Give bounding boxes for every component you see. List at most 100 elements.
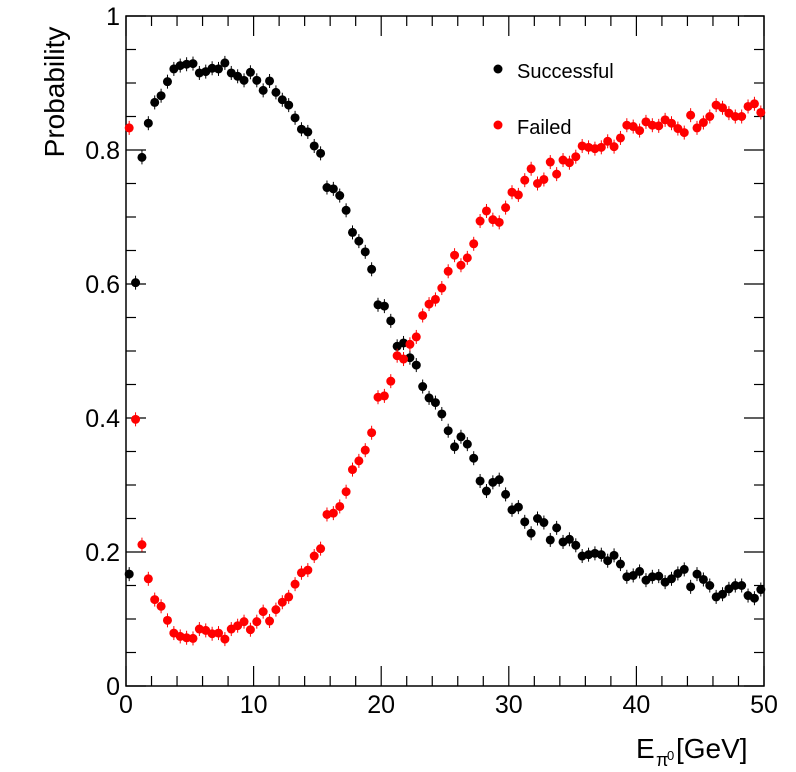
y-axis-title: Probability	[39, 27, 70, 158]
data-point	[303, 127, 313, 137]
x-tick-label: 50	[750, 691, 778, 719]
data-point	[290, 579, 300, 589]
data-point	[539, 518, 549, 528]
data-point	[552, 523, 562, 533]
data-point	[239, 617, 249, 627]
data-point	[284, 592, 294, 602]
data-point	[367, 264, 377, 274]
data-point	[437, 409, 447, 419]
data-point	[290, 113, 300, 123]
data-point	[162, 615, 172, 625]
y-tick-label: 0	[106, 673, 120, 701]
data-point	[124, 123, 134, 133]
data-point	[360, 247, 370, 257]
legend-marker-successful	[493, 64, 503, 74]
data-point	[265, 76, 275, 86]
data-point	[386, 376, 396, 386]
data-point	[150, 595, 160, 605]
legend-label-failed: Failed	[517, 117, 571, 139]
data-point	[162, 77, 172, 87]
data-point	[462, 439, 472, 449]
data-point	[424, 299, 434, 309]
data-point	[265, 616, 275, 626]
data-point	[379, 301, 389, 311]
data-point	[494, 475, 504, 485]
data-point	[437, 283, 447, 293]
data-point	[481, 486, 491, 496]
data-point	[284, 100, 294, 110]
data-point	[258, 85, 268, 95]
legend-label-successful: Successful	[517, 61, 614, 83]
data-point	[469, 453, 479, 463]
data-point	[520, 517, 530, 527]
y-tick-label: 0.4	[85, 405, 120, 433]
data-point	[131, 278, 141, 288]
data-point	[513, 502, 523, 512]
data-point	[316, 544, 326, 554]
data-point	[386, 316, 396, 326]
data-point	[430, 294, 440, 304]
data-point	[360, 445, 370, 455]
x-tick-label: 10	[240, 691, 268, 719]
data-point	[552, 169, 562, 179]
data-point	[705, 112, 715, 121]
data-point	[443, 426, 453, 436]
data-point	[654, 121, 664, 131]
x-tick-label: 40	[622, 691, 650, 719]
data-point	[596, 550, 606, 560]
data-point	[698, 118, 708, 128]
data-point	[245, 625, 255, 635]
data-point	[571, 540, 581, 550]
data-point	[271, 87, 281, 97]
data-point	[277, 95, 287, 105]
data-point	[335, 501, 345, 511]
y-tick-label: 0.8	[85, 137, 120, 165]
data-point	[475, 216, 485, 226]
data-point	[220, 634, 230, 644]
data-point	[399, 354, 409, 364]
data-point	[354, 236, 364, 246]
data-point	[379, 391, 389, 401]
data-point	[150, 97, 160, 107]
data-point	[424, 393, 434, 403]
data-point	[456, 260, 466, 270]
x-tick-label: 0	[119, 691, 133, 719]
data-point	[564, 534, 574, 544]
data-point	[220, 58, 230, 68]
data-point	[526, 164, 536, 174]
x-axis-title: E π 0 [GeV]	[636, 733, 748, 770]
data-point	[571, 152, 581, 162]
data-point	[609, 550, 619, 560]
x-axis-title-subscript: π	[656, 750, 668, 770]
data-point	[679, 564, 689, 574]
data-point	[635, 126, 645, 136]
data-point	[494, 217, 504, 227]
data-point	[188, 633, 198, 643]
data-point	[245, 67, 255, 77]
data-point	[564, 158, 574, 168]
data-point	[692, 123, 702, 133]
data-point	[692, 569, 702, 579]
data-point	[481, 206, 491, 216]
data-point	[666, 574, 676, 584]
data-point	[316, 148, 326, 158]
y-tick-label: 1	[106, 3, 120, 31]
data-point	[603, 556, 613, 566]
data-point	[335, 191, 345, 201]
data-point	[730, 112, 740, 121]
data-point	[686, 582, 696, 592]
data-point	[475, 476, 485, 486]
data-point	[143, 574, 153, 584]
data-point	[456, 432, 466, 442]
data-point	[430, 398, 440, 408]
data-point	[277, 597, 287, 607]
data-point	[252, 75, 262, 85]
data-point	[367, 428, 377, 438]
data-point	[737, 112, 747, 121]
data-point	[450, 250, 460, 260]
data-point	[354, 456, 364, 466]
data-point	[705, 581, 715, 590]
data-point	[156, 601, 166, 611]
data-point	[501, 203, 511, 213]
